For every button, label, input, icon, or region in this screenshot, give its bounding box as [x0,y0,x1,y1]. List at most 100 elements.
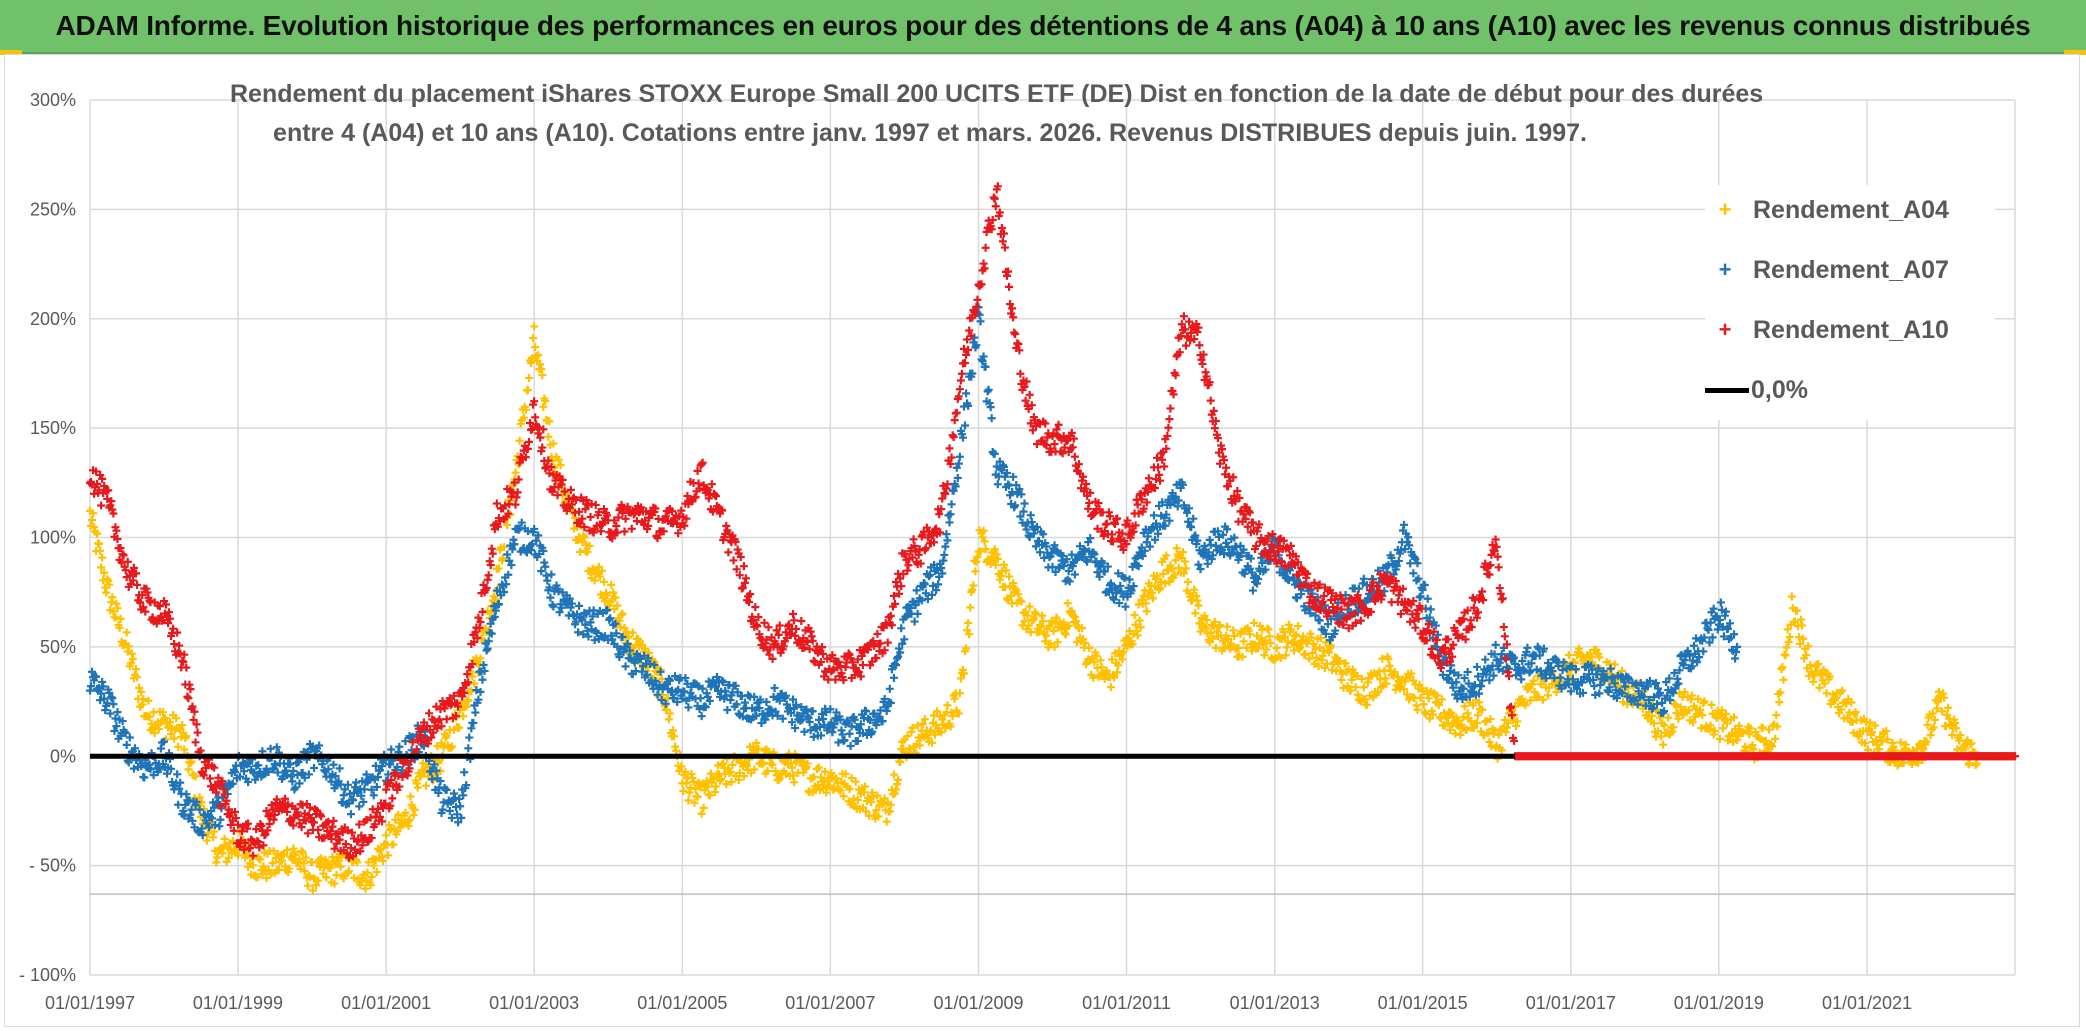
point-rendement_a04 [1143,592,1152,601]
point-rendement_a04 [98,553,107,562]
point-rendement_a07 [1203,559,1212,568]
point-rendement_a04 [768,760,777,769]
point-rendement_a04 [896,758,905,767]
point-rendement_a04 [1669,723,1678,732]
point-rendement_a04 [1320,664,1329,673]
point-rendement_a04 [1238,652,1247,661]
point-rendement_a04 [1929,723,1938,732]
point-rendement_a07 [346,810,355,819]
point-rendement_a07 [1406,559,1415,568]
point-rendement_a04 [1114,661,1123,670]
point-rendement_a07 [913,609,922,618]
point-rendement_a04 [1262,645,1271,654]
point-rendement_a10 [1156,476,1165,485]
point-rendement_a07 [1315,616,1324,625]
point-rendement_a04 [821,767,830,776]
point-rendement_a10 [524,437,533,446]
point-rendement_a04 [1157,577,1166,586]
point-rendement_a04 [1307,633,1316,642]
point-rendement_a04 [981,545,990,554]
point-rendement_a10 [897,582,906,591]
point-rendement_a04 [519,413,528,422]
point-rendement_a04 [1482,717,1491,726]
point-rendement_a04 [697,809,706,818]
x-tick-label: 01/01/2003 [489,993,579,1013]
point-rendement_a04 [1106,683,1115,692]
point-rendement_a04 [735,768,744,777]
point-rendement_a04 [937,728,946,737]
point-rendement_a04 [1341,659,1350,668]
point-rendement_a07 [665,676,674,685]
point-rendement_a04 [1343,682,1352,691]
point-rendement_a04 [433,742,442,751]
point-rendement_a04 [1938,707,1947,716]
x-tick-label: 01/01/1999 [193,993,283,1013]
point-rendement_a07 [106,709,115,718]
point-rendement_a07 [95,684,104,693]
point-rendement_a04 [1674,714,1683,723]
point-rendement_a04 [814,763,823,772]
point-rendement_a07 [149,771,158,780]
point-rendement_a07 [272,743,281,752]
point-rendement_a07 [298,768,307,777]
point-rendement_a04 [1351,683,1360,692]
point-rendement_a07 [130,744,139,753]
point-rendement_a07 [650,660,659,669]
point-rendement_a04 [1208,634,1217,643]
point-rendement_a07 [462,781,471,790]
point-rendement_a04 [1092,651,1101,660]
point-rendement_a07 [291,783,300,792]
point-rendement_a04 [1746,724,1755,733]
point-rendement_a04 [1460,702,1469,711]
point-rendement_a07 [1591,690,1600,699]
point-rendement_a04 [528,354,537,363]
point-rendement_a04 [948,712,957,721]
point-rendement_a07 [432,766,441,775]
point-rendement_a04 [803,759,812,768]
point-rendement_a04 [1194,601,1203,610]
point-rendement_a10 [792,624,801,633]
point-rendement_a10 [873,629,882,638]
point-rendement_a10 [739,562,748,571]
point-rendement_a04 [447,742,456,751]
point-rendement_a04 [691,784,700,793]
point-rendement_a04 [851,777,860,786]
point-rendement_a07 [187,805,196,814]
point-rendement_a10 [797,617,806,626]
point-rendement_a07 [611,619,620,628]
point-rendement_a10 [175,641,184,650]
point-rendement_a04 [820,777,829,786]
point-rendement_a04 [1922,737,1931,746]
y-tick-label: 250% [30,199,76,219]
point-rendement_a04 [819,784,828,793]
point-rendement_a04 [161,713,170,722]
point-rendement_a07 [1149,511,1158,520]
point-rendement_a04 [1660,721,1669,730]
point-rendement_a04 [1125,627,1134,636]
point-rendement_a07 [1020,499,1029,508]
point-rendement_a04 [1484,728,1493,737]
point-rendement_a04 [376,845,385,854]
point-rendement_a04 [717,775,726,784]
point-rendement_a07 [184,814,193,823]
point-rendement_a04 [1647,712,1656,721]
point-rendement_a07 [454,818,463,827]
point-rendement_a04 [1953,745,1962,754]
point-rendement_a04 [1764,725,1773,734]
point-rendement_a10 [1411,623,1420,632]
point-rendement_a04 [1785,632,1794,641]
point-rendement_a07 [510,540,519,549]
y-tick-label: 0% [50,746,76,766]
point-rendement_a07 [987,414,996,423]
point-rendement_a04 [603,591,612,600]
point-rendement_a07 [352,778,361,787]
point-rendement_a04 [1195,619,1204,628]
point-rendement_a04 [1053,638,1062,647]
point-rendement_a04 [259,862,268,871]
point-rendement_a07 [236,772,245,781]
point-rendement_a07 [808,707,817,716]
point-rendement_a04 [989,556,998,565]
point-rendement_a04 [298,848,307,857]
point-rendement_a04 [1851,708,1860,717]
point-rendement_a04 [1919,745,1928,754]
